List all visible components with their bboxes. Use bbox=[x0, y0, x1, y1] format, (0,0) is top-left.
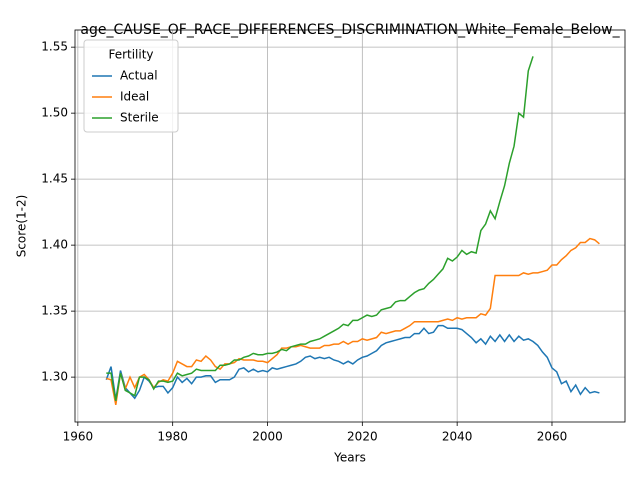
y-tick-label: 1.35 bbox=[41, 304, 68, 318]
legend-box bbox=[83, 39, 179, 133]
legend-label: Sterile bbox=[120, 111, 159, 125]
y-tick-label: 1.40 bbox=[41, 238, 68, 252]
x-axis-label: Years bbox=[333, 451, 366, 465]
y-tick-label: 1.45 bbox=[41, 172, 68, 186]
y-tick-label: 1.30 bbox=[41, 370, 68, 384]
y-axis-label: Score(1-2) bbox=[15, 195, 29, 258]
plot-frame bbox=[74, 29, 626, 423]
legend-title: Fertility bbox=[108, 48, 153, 62]
x-tick-label: 1960 bbox=[63, 430, 94, 444]
legend-label: Ideal bbox=[120, 90, 149, 104]
x-tick-label: 2060 bbox=[537, 430, 568, 444]
series-line bbox=[106, 237, 600, 405]
series-line bbox=[105, 324, 600, 400]
y-tick-label: 1.55 bbox=[41, 40, 68, 54]
legend-label: Actual bbox=[120, 69, 158, 83]
x-tick-label: 1980 bbox=[157, 430, 188, 444]
series-line bbox=[106, 56, 534, 402]
y-tick-label: 1.50 bbox=[41, 106, 68, 120]
x-tick-label: 2040 bbox=[442, 430, 473, 444]
x-tick-label: 2000 bbox=[252, 430, 283, 444]
x-tick-label: 2020 bbox=[347, 430, 378, 444]
